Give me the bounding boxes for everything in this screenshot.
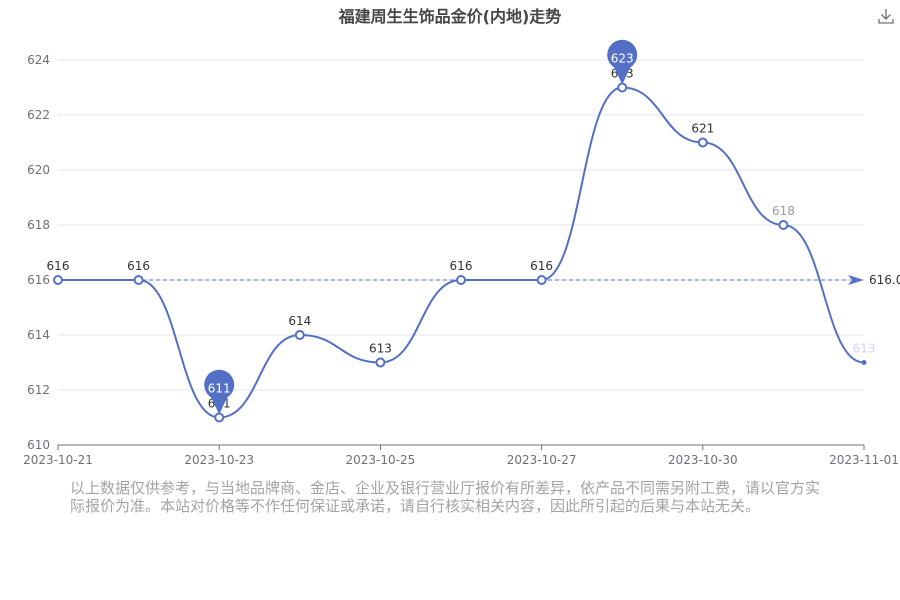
x-tick-label: 2023-11-01	[829, 453, 899, 467]
data-point	[456, 275, 466, 285]
data-label: 614	[288, 314, 311, 328]
data-point	[617, 82, 628, 93]
data-point	[697, 137, 708, 148]
data-label: 621	[691, 122, 714, 136]
data-label: 616	[450, 259, 473, 273]
data-point	[133, 275, 144, 285]
min-marker-label: 611	[208, 382, 231, 396]
series-line	[58, 86, 865, 419]
x-tick-label: 2023-10-21	[23, 453, 93, 467]
download-icon[interactable]	[876, 6, 896, 26]
data-label: 616	[47, 259, 70, 273]
data-point	[214, 412, 225, 423]
chart-title: 福建周生生饰品金价(内地)走势	[338, 7, 562, 26]
x-tick-label: 2023-10-25	[346, 453, 416, 467]
data-label: 613	[853, 342, 876, 356]
data-label: 613	[369, 342, 392, 356]
y-tick-label: 612	[27, 383, 50, 397]
x-tick-label: 2023-10-27	[507, 453, 577, 467]
y-tick-label: 614	[27, 328, 50, 342]
data-label: 616	[530, 259, 553, 273]
data-point	[536, 275, 547, 285]
x-tick-label: 2023-10-30	[668, 453, 738, 467]
data-label: 618	[772, 204, 795, 218]
y-tick-label: 610	[27, 438, 50, 452]
x-tick-label: 2023-10-23	[184, 453, 254, 467]
y-tick-label: 616	[27, 273, 50, 287]
data-label: 616	[127, 259, 150, 273]
data-point	[778, 220, 789, 230]
min-marker	[204, 369, 235, 415]
line-chart: 610 612 614 616 618 620 622 624 2023-10-21 2023-1…	[23, 39, 900, 467]
max-marker-label: 623	[611, 52, 634, 66]
data-point	[294, 330, 305, 340]
data-point	[375, 357, 386, 368]
y-tick-label: 622	[27, 108, 50, 122]
disclaimer-text: 以上数据仅供参考，与当地品牌商、金店、企业及银行营业厅报价有所差异，依产品不同需…	[70, 479, 821, 515]
average-label: 616.0	[869, 273, 900, 287]
data-point	[53, 275, 63, 285]
y-tick-label: 624	[27, 53, 50, 67]
average-arrow	[848, 275, 864, 285]
data-point	[861, 360, 867, 365]
y-tick-label: 620	[27, 163, 50, 177]
y-tick-label: 618	[27, 218, 50, 232]
max-marker	[607, 39, 638, 85]
